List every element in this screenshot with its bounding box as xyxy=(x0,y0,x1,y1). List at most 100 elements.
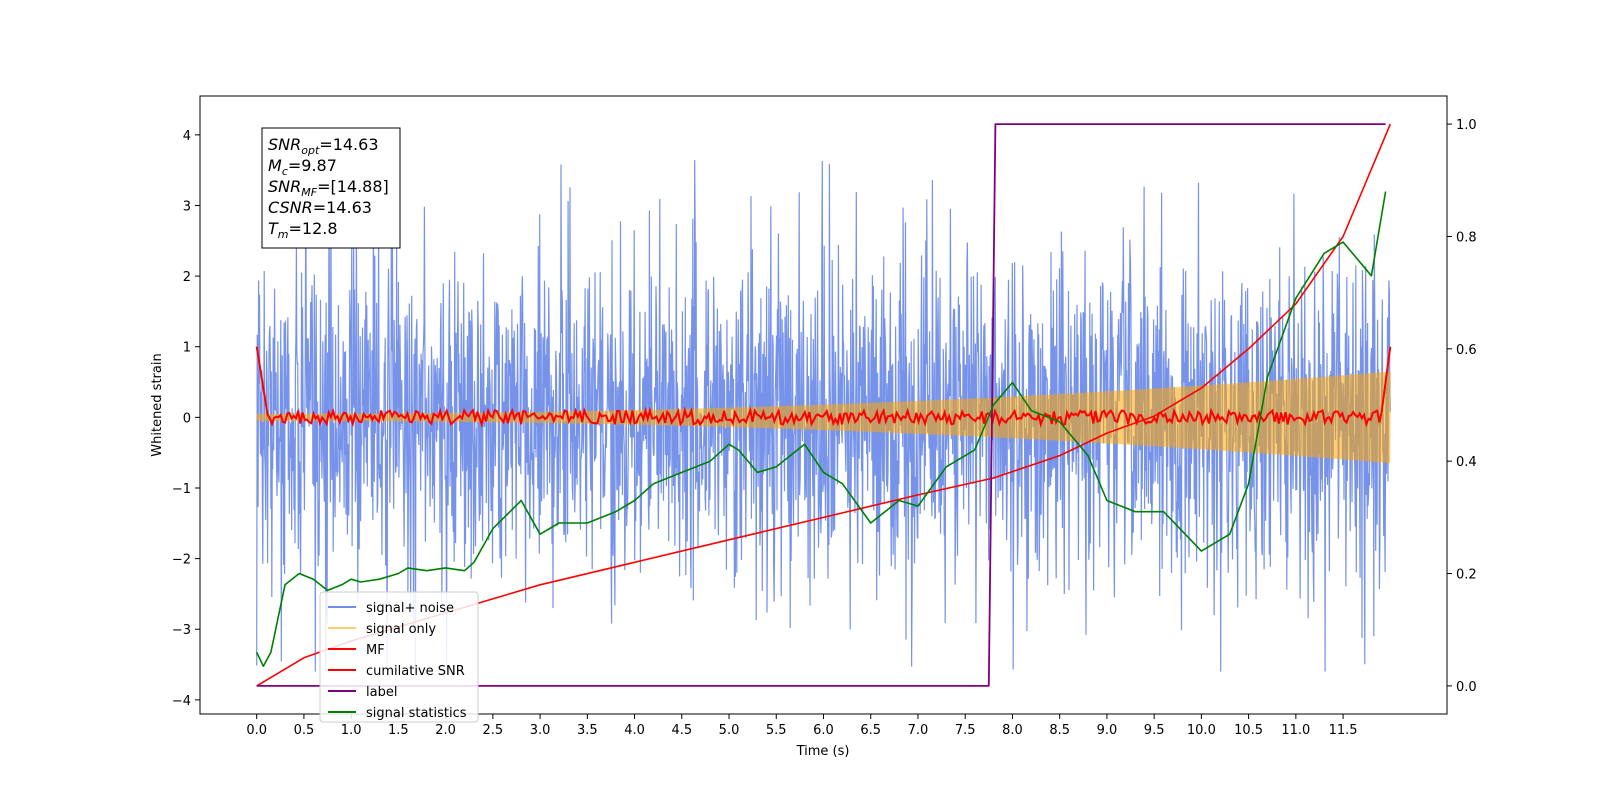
y-tick: 2 xyxy=(183,270,200,285)
svg-text:10.0: 10.0 xyxy=(1187,723,1216,738)
svg-text:−3: −3 xyxy=(172,623,191,638)
x-tick: 6.5 xyxy=(860,714,881,738)
legend-item: signal statistics xyxy=(328,706,467,721)
svg-text:0.5: 0.5 xyxy=(294,723,315,738)
series-mf xyxy=(255,346,1392,429)
y-tick: −2 xyxy=(172,553,200,568)
x-tick: 2.5 xyxy=(483,714,504,738)
x-tick: 0.5 xyxy=(294,714,315,738)
svg-text:3: 3 xyxy=(183,199,191,214)
svg-text:label: label xyxy=(366,685,397,700)
legend: signal+ noise signal only MF cumilative SNR… xyxy=(319,591,479,723)
svg-text:signal only: signal only xyxy=(366,622,436,637)
svg-text:0: 0 xyxy=(183,411,191,426)
x-tick: 5.0 xyxy=(719,714,740,738)
svg-text:0.6: 0.6 xyxy=(1456,343,1477,358)
svg-text:0.0: 0.0 xyxy=(1456,680,1477,695)
x-tick: 4.5 xyxy=(671,714,692,738)
x-tick: 11.5 xyxy=(1329,714,1358,738)
series-label xyxy=(256,123,1386,687)
legend-item: signal only xyxy=(328,622,436,637)
x-tick: 5.5 xyxy=(766,714,787,738)
svg-text:−1: −1 xyxy=(172,482,191,497)
x-tick: 7.5 xyxy=(955,714,976,738)
svg-text:4: 4 xyxy=(183,129,191,144)
y2-tick: 0.4 xyxy=(1447,455,1477,470)
svg-text:4.0: 4.0 xyxy=(624,723,645,738)
annotation-line: SNRopt=14.63 xyxy=(268,135,379,157)
svg-text:cumilative SNR: cumilative SNR xyxy=(366,664,465,679)
x-tick: 10.5 xyxy=(1234,714,1263,738)
x-tick: 8.5 xyxy=(1049,714,1070,738)
svg-text:6.5: 6.5 xyxy=(860,723,881,738)
y-tick: −4 xyxy=(172,694,200,709)
svg-text:8.5: 8.5 xyxy=(1049,723,1070,738)
y-axis-left: 4 3 2 1 0 −1 −2 −3 −4 xyxy=(172,129,200,709)
y2-tick: 0.6 xyxy=(1447,343,1477,358)
y-tick: 0 xyxy=(183,411,200,426)
svg-text:5.0: 5.0 xyxy=(719,723,740,738)
svg-text:−2: −2 xyxy=(172,553,191,568)
y2-tick: 0.8 xyxy=(1447,230,1477,245)
x-axis: 0.0 0.5 1.0 1.5 2.0 2.5 3.0 3.5 4.0 4.5 5.0 5.5 6.0 6… xyxy=(246,714,1358,738)
y2-tick: 0.0 xyxy=(1447,680,1477,695)
svg-text:2.5: 2.5 xyxy=(483,723,504,738)
y2-tick: 1.0 xyxy=(1447,118,1477,133)
svg-text:2: 2 xyxy=(183,270,191,285)
x-axis-label: Time (s) xyxy=(796,744,850,759)
svg-text:MF: MF xyxy=(366,643,385,658)
x-tick: 3.0 xyxy=(530,714,551,738)
annotation-line: Tm=12.8 xyxy=(268,219,338,241)
svg-text:0.0: 0.0 xyxy=(246,723,267,738)
y-tick: 4 xyxy=(183,129,200,144)
x-tick: 4.0 xyxy=(624,714,645,738)
y-tick: 3 xyxy=(183,199,200,214)
x-tick: 9.5 xyxy=(1144,714,1165,738)
x-tick: 8.0 xyxy=(1002,714,1023,738)
legend-item: signal+ noise xyxy=(328,601,454,616)
svg-text:3.0: 3.0 xyxy=(530,723,551,738)
svg-text:9.5: 9.5 xyxy=(1144,723,1165,738)
svg-text:10.5: 10.5 xyxy=(1234,723,1263,738)
svg-text:8.0: 8.0 xyxy=(1002,723,1023,738)
svg-text:7.0: 7.0 xyxy=(908,723,929,738)
svg-text:5.5: 5.5 xyxy=(766,723,787,738)
x-tick: 10.0 xyxy=(1187,714,1216,738)
svg-text:11.5: 11.5 xyxy=(1329,723,1358,738)
x-tick: 7.0 xyxy=(908,714,929,738)
svg-text:11.0: 11.0 xyxy=(1281,723,1310,738)
svg-text:0.8: 0.8 xyxy=(1456,230,1477,245)
svg-text:9.0: 9.0 xyxy=(1097,723,1118,738)
y2-tick: 0.2 xyxy=(1447,568,1477,583)
annotation-line: CSNR=14.63 xyxy=(268,198,372,217)
svg-text:−4: −4 xyxy=(172,694,191,709)
annotation-box: SNRopt=14.63Mc=9.87SNRMF=[14.88]CSNR=14.… xyxy=(261,127,401,249)
svg-text:1.0: 1.0 xyxy=(341,723,362,738)
svg-text:0.2: 0.2 xyxy=(1456,568,1477,583)
annotation-line: Mc=9.87 xyxy=(268,156,337,178)
svg-text:0.4: 0.4 xyxy=(1456,455,1477,470)
legend-item: cumilative SNR xyxy=(328,664,465,679)
svg-text:7.5: 7.5 xyxy=(955,723,976,738)
x-tick: 6.0 xyxy=(813,714,834,738)
svg-text:3.5: 3.5 xyxy=(577,723,598,738)
annotation-line: SNRMF=[14.88] xyxy=(268,177,389,199)
svg-text:2.0: 2.0 xyxy=(435,723,456,738)
x-tick: 9.0 xyxy=(1097,714,1118,738)
y-tick: −1 xyxy=(172,482,200,497)
x-tick: 11.0 xyxy=(1281,714,1310,738)
legend-item: MF xyxy=(328,643,385,658)
y-axis-right: 1.0 0.8 0.6 0.4 0.2 0.0 xyxy=(1447,118,1477,695)
svg-text:4.5: 4.5 xyxy=(671,723,692,738)
svg-text:6.0: 6.0 xyxy=(813,723,834,738)
y-tick: 1 xyxy=(183,341,200,356)
legend-item: label xyxy=(328,685,397,700)
svg-text:1.0: 1.0 xyxy=(1456,118,1477,133)
x-tick: 3.5 xyxy=(577,714,598,738)
y-tick: −3 xyxy=(172,623,200,638)
svg-text:signal statistics: signal statistics xyxy=(366,706,467,721)
series-signal-statistics xyxy=(255,191,1387,667)
y-axis-label: Whitened strain xyxy=(150,353,165,456)
svg-text:1: 1 xyxy=(183,341,191,356)
